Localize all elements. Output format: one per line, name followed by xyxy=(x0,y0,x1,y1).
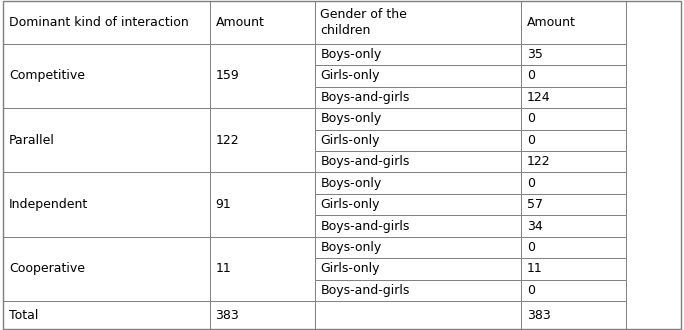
Text: Girls-only: Girls-only xyxy=(320,198,380,211)
Text: Boys-only: Boys-only xyxy=(320,112,382,125)
Bar xyxy=(521,65,627,87)
Bar xyxy=(210,1,315,44)
Bar xyxy=(210,301,315,329)
Text: Girls-only: Girls-only xyxy=(320,134,380,147)
Text: 122: 122 xyxy=(527,155,551,168)
Bar xyxy=(3,173,210,237)
Bar xyxy=(210,108,315,173)
Bar xyxy=(521,280,627,301)
Text: 0: 0 xyxy=(527,134,535,147)
Text: Dominant kind of interaction: Dominant kind of interaction xyxy=(9,16,189,29)
Text: 159: 159 xyxy=(215,70,239,82)
Text: 91: 91 xyxy=(215,198,231,211)
Bar xyxy=(521,194,627,215)
Text: 0: 0 xyxy=(527,112,535,125)
Text: children: children xyxy=(320,23,371,37)
Bar xyxy=(315,194,521,215)
Bar xyxy=(3,237,210,301)
Text: Girls-only: Girls-only xyxy=(320,262,380,276)
Text: 383: 383 xyxy=(215,309,239,322)
Text: 34: 34 xyxy=(527,219,542,233)
Text: 0: 0 xyxy=(527,241,535,254)
Text: 11: 11 xyxy=(527,262,542,276)
Bar xyxy=(315,1,521,44)
Bar xyxy=(521,1,627,44)
Text: Boys-and-girls: Boys-and-girls xyxy=(320,219,410,233)
Bar xyxy=(315,237,521,258)
Bar xyxy=(315,44,521,65)
Bar xyxy=(315,151,521,173)
Bar xyxy=(315,215,521,237)
Bar xyxy=(521,215,627,237)
Text: Girls-only: Girls-only xyxy=(320,70,380,82)
Text: 0: 0 xyxy=(527,177,535,190)
Bar xyxy=(521,237,627,258)
Bar xyxy=(315,65,521,87)
Text: 383: 383 xyxy=(527,309,551,322)
Bar xyxy=(315,108,521,130)
Text: 124: 124 xyxy=(527,91,551,104)
Text: Amount: Amount xyxy=(527,16,576,29)
Bar xyxy=(315,173,521,194)
Bar xyxy=(315,280,521,301)
Bar xyxy=(3,301,210,329)
Bar xyxy=(210,173,315,237)
Bar xyxy=(3,44,210,108)
Text: Boys-only: Boys-only xyxy=(320,48,382,61)
Bar xyxy=(521,44,627,65)
Text: Boys-and-girls: Boys-and-girls xyxy=(320,91,410,104)
Bar xyxy=(521,130,627,151)
Bar xyxy=(521,108,627,130)
Bar xyxy=(315,301,521,329)
Bar xyxy=(521,173,627,194)
Text: Parallel: Parallel xyxy=(9,134,55,147)
Text: 0: 0 xyxy=(527,70,535,82)
Text: Boys-and-girls: Boys-and-girls xyxy=(320,155,410,168)
Text: Gender of the: Gender of the xyxy=(320,8,407,21)
Text: Boys-and-girls: Boys-and-girls xyxy=(320,284,410,297)
Text: Amount: Amount xyxy=(215,16,264,29)
Text: 57: 57 xyxy=(527,198,543,211)
Text: Independent: Independent xyxy=(9,198,88,211)
Text: Competitive: Competitive xyxy=(9,70,85,82)
Bar xyxy=(521,87,627,108)
Text: Cooperative: Cooperative xyxy=(9,262,85,276)
Text: Boys-only: Boys-only xyxy=(320,241,382,254)
Bar xyxy=(3,1,210,44)
Bar xyxy=(315,258,521,280)
Bar xyxy=(521,258,627,280)
Text: 35: 35 xyxy=(527,48,543,61)
Text: Boys-only: Boys-only xyxy=(320,177,382,190)
Bar xyxy=(315,130,521,151)
Bar xyxy=(315,87,521,108)
Text: 0: 0 xyxy=(527,284,535,297)
Bar xyxy=(210,44,315,108)
Bar xyxy=(521,301,627,329)
Text: Total: Total xyxy=(9,309,38,322)
Text: 122: 122 xyxy=(215,134,239,147)
Text: 11: 11 xyxy=(215,262,231,276)
Bar xyxy=(521,151,627,173)
Bar xyxy=(3,108,210,173)
Bar xyxy=(210,237,315,301)
